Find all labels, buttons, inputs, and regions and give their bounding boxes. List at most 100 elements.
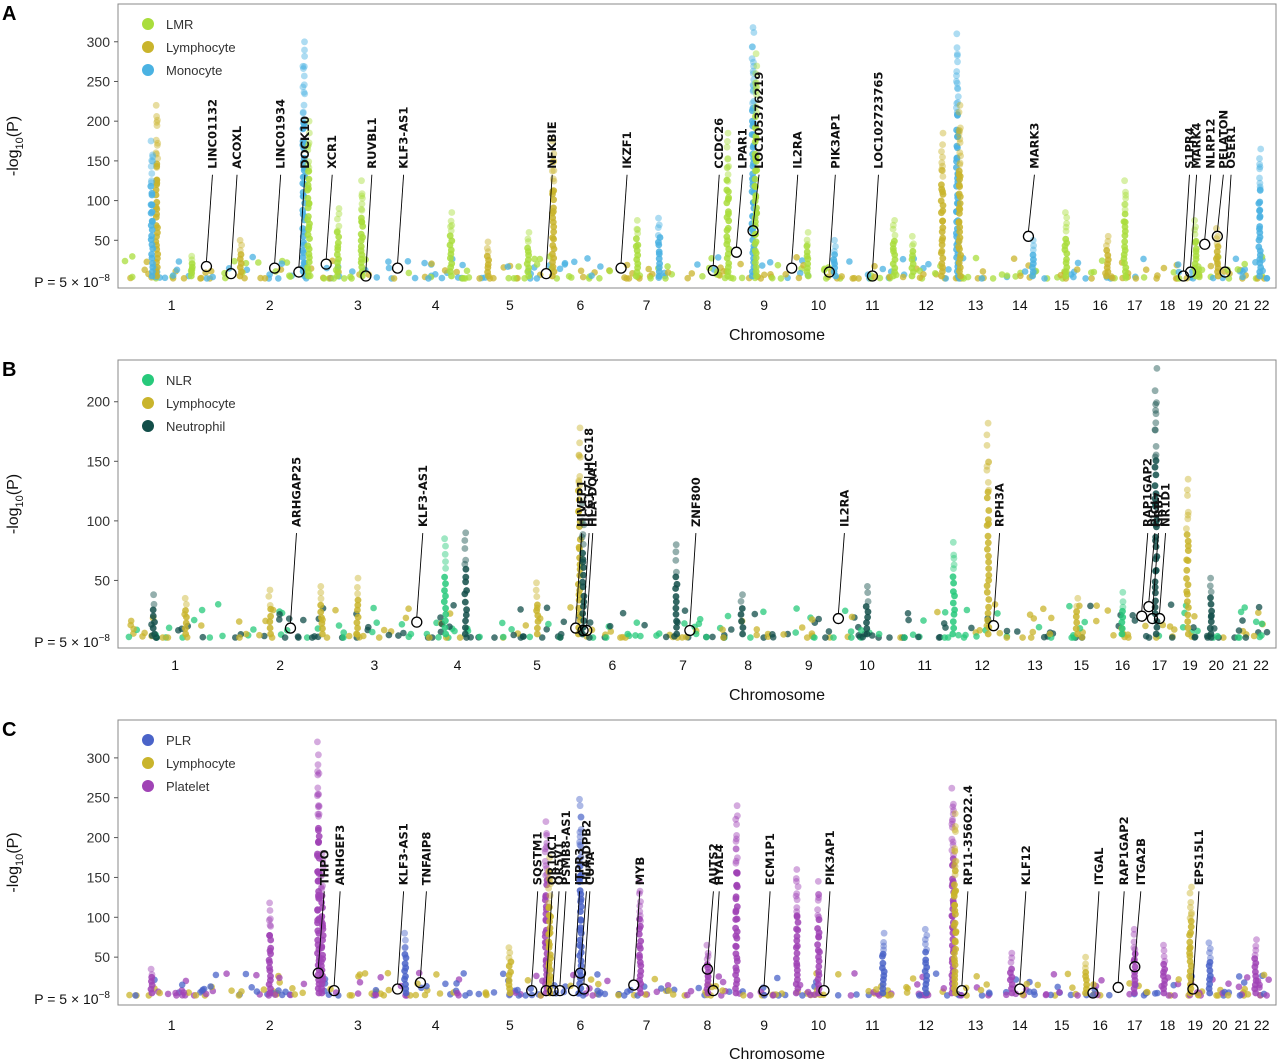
snp-point <box>463 267 471 275</box>
snp-point <box>876 274 884 282</box>
peak-point <box>580 598 588 606</box>
peak-point <box>579 540 587 548</box>
peak-point <box>951 919 959 927</box>
peak-point <box>983 431 991 439</box>
gene-label: KLF3-AS1 <box>397 823 411 885</box>
peak-point <box>317 601 325 609</box>
peak-point <box>267 923 275 930</box>
peak-point <box>524 238 532 246</box>
snp-point <box>214 601 222 608</box>
peak-point <box>1183 556 1191 564</box>
snp-point <box>595 980 602 988</box>
snp-point <box>1126 980 1133 987</box>
chromosome-label: 22 <box>1254 1017 1270 1033</box>
peak-point <box>950 565 957 572</box>
peak-point <box>950 800 957 808</box>
peak-point <box>672 593 680 600</box>
snp-point <box>835 971 842 978</box>
snp-point <box>491 634 498 641</box>
peak-point <box>315 791 323 798</box>
snp-point <box>795 274 803 282</box>
chromosome-label: 5 <box>506 1017 514 1033</box>
gene-label: DOCK10 <box>298 116 312 169</box>
gene-label: PIGL <box>1148 497 1162 527</box>
peak-point <box>724 250 732 258</box>
snp-point <box>453 268 461 276</box>
peak-point <box>1256 198 1264 206</box>
peak-point <box>1122 188 1129 196</box>
snp-point <box>751 610 759 618</box>
peak-point <box>354 606 361 614</box>
peak-point <box>950 955 958 962</box>
peak-point <box>984 539 992 547</box>
peak-point <box>952 857 960 865</box>
peak-point <box>983 582 991 590</box>
peak-point <box>447 227 455 235</box>
chromosome-label: 6 <box>577 1017 585 1033</box>
snp-point <box>361 970 369 977</box>
peak-point <box>752 133 760 140</box>
snp-point <box>425 275 432 282</box>
snp-point <box>1235 973 1243 980</box>
peak-point <box>908 242 916 250</box>
peak-point <box>299 83 307 91</box>
peak-point <box>863 625 871 632</box>
peak-point <box>1206 980 1213 988</box>
peak-point <box>950 554 958 562</box>
peak-point <box>923 946 930 953</box>
peak-point <box>580 521 588 529</box>
peak-point <box>984 479 992 486</box>
peak-point <box>305 200 313 208</box>
snp-point <box>780 631 787 638</box>
chromosome-label: 17 <box>1127 1017 1143 1033</box>
peak-point <box>1214 232 1222 240</box>
peak-point <box>1151 482 1159 490</box>
peak-point <box>1256 186 1264 194</box>
legend-swatch <box>142 18 154 30</box>
snp-point <box>973 973 980 980</box>
peak-point <box>182 619 190 627</box>
panel-letter: B <box>2 359 16 381</box>
snp-point <box>438 274 446 282</box>
peak-point <box>1121 177 1128 185</box>
snp-point <box>1040 633 1048 641</box>
peak-point <box>752 83 760 91</box>
snp-point <box>421 259 428 267</box>
peak-point <box>753 79 760 86</box>
gene-label: OR5V1 <box>552 842 566 886</box>
peak-point <box>1007 959 1015 966</box>
peak-point <box>575 508 582 516</box>
snp-point <box>253 988 261 995</box>
snp-point <box>724 612 732 620</box>
peak-point <box>1252 968 1259 976</box>
peak-point <box>541 857 549 865</box>
peak-point <box>673 580 681 588</box>
gene-label: LOC102723765 <box>871 72 885 169</box>
peak-point <box>354 584 361 591</box>
peak-point <box>446 232 454 240</box>
peak-point <box>673 568 680 576</box>
plot-frame <box>117 719 1277 1006</box>
peak-point <box>1063 256 1070 263</box>
peak-point <box>891 231 899 239</box>
peak-point <box>1130 925 1138 933</box>
peak-point <box>733 903 741 911</box>
peak-point <box>955 181 963 189</box>
peak-point <box>315 813 322 820</box>
peak-point <box>183 613 190 621</box>
peak-point <box>951 902 959 909</box>
snp-point <box>944 634 952 641</box>
peak-point <box>149 157 157 165</box>
peak-point <box>1152 406 1159 414</box>
peak-point <box>1131 956 1138 963</box>
snp-point <box>1076 602 1083 610</box>
peak-point <box>1184 624 1192 632</box>
panel-letter: C <box>2 719 16 741</box>
chromosome-label: 12 <box>974 657 990 673</box>
snp-point <box>1250 632 1258 640</box>
peak-point <box>579 531 587 538</box>
peak-point <box>1160 947 1168 954</box>
peak-point <box>353 630 360 638</box>
peak-point <box>1073 608 1080 616</box>
snp-point <box>1046 630 1054 638</box>
